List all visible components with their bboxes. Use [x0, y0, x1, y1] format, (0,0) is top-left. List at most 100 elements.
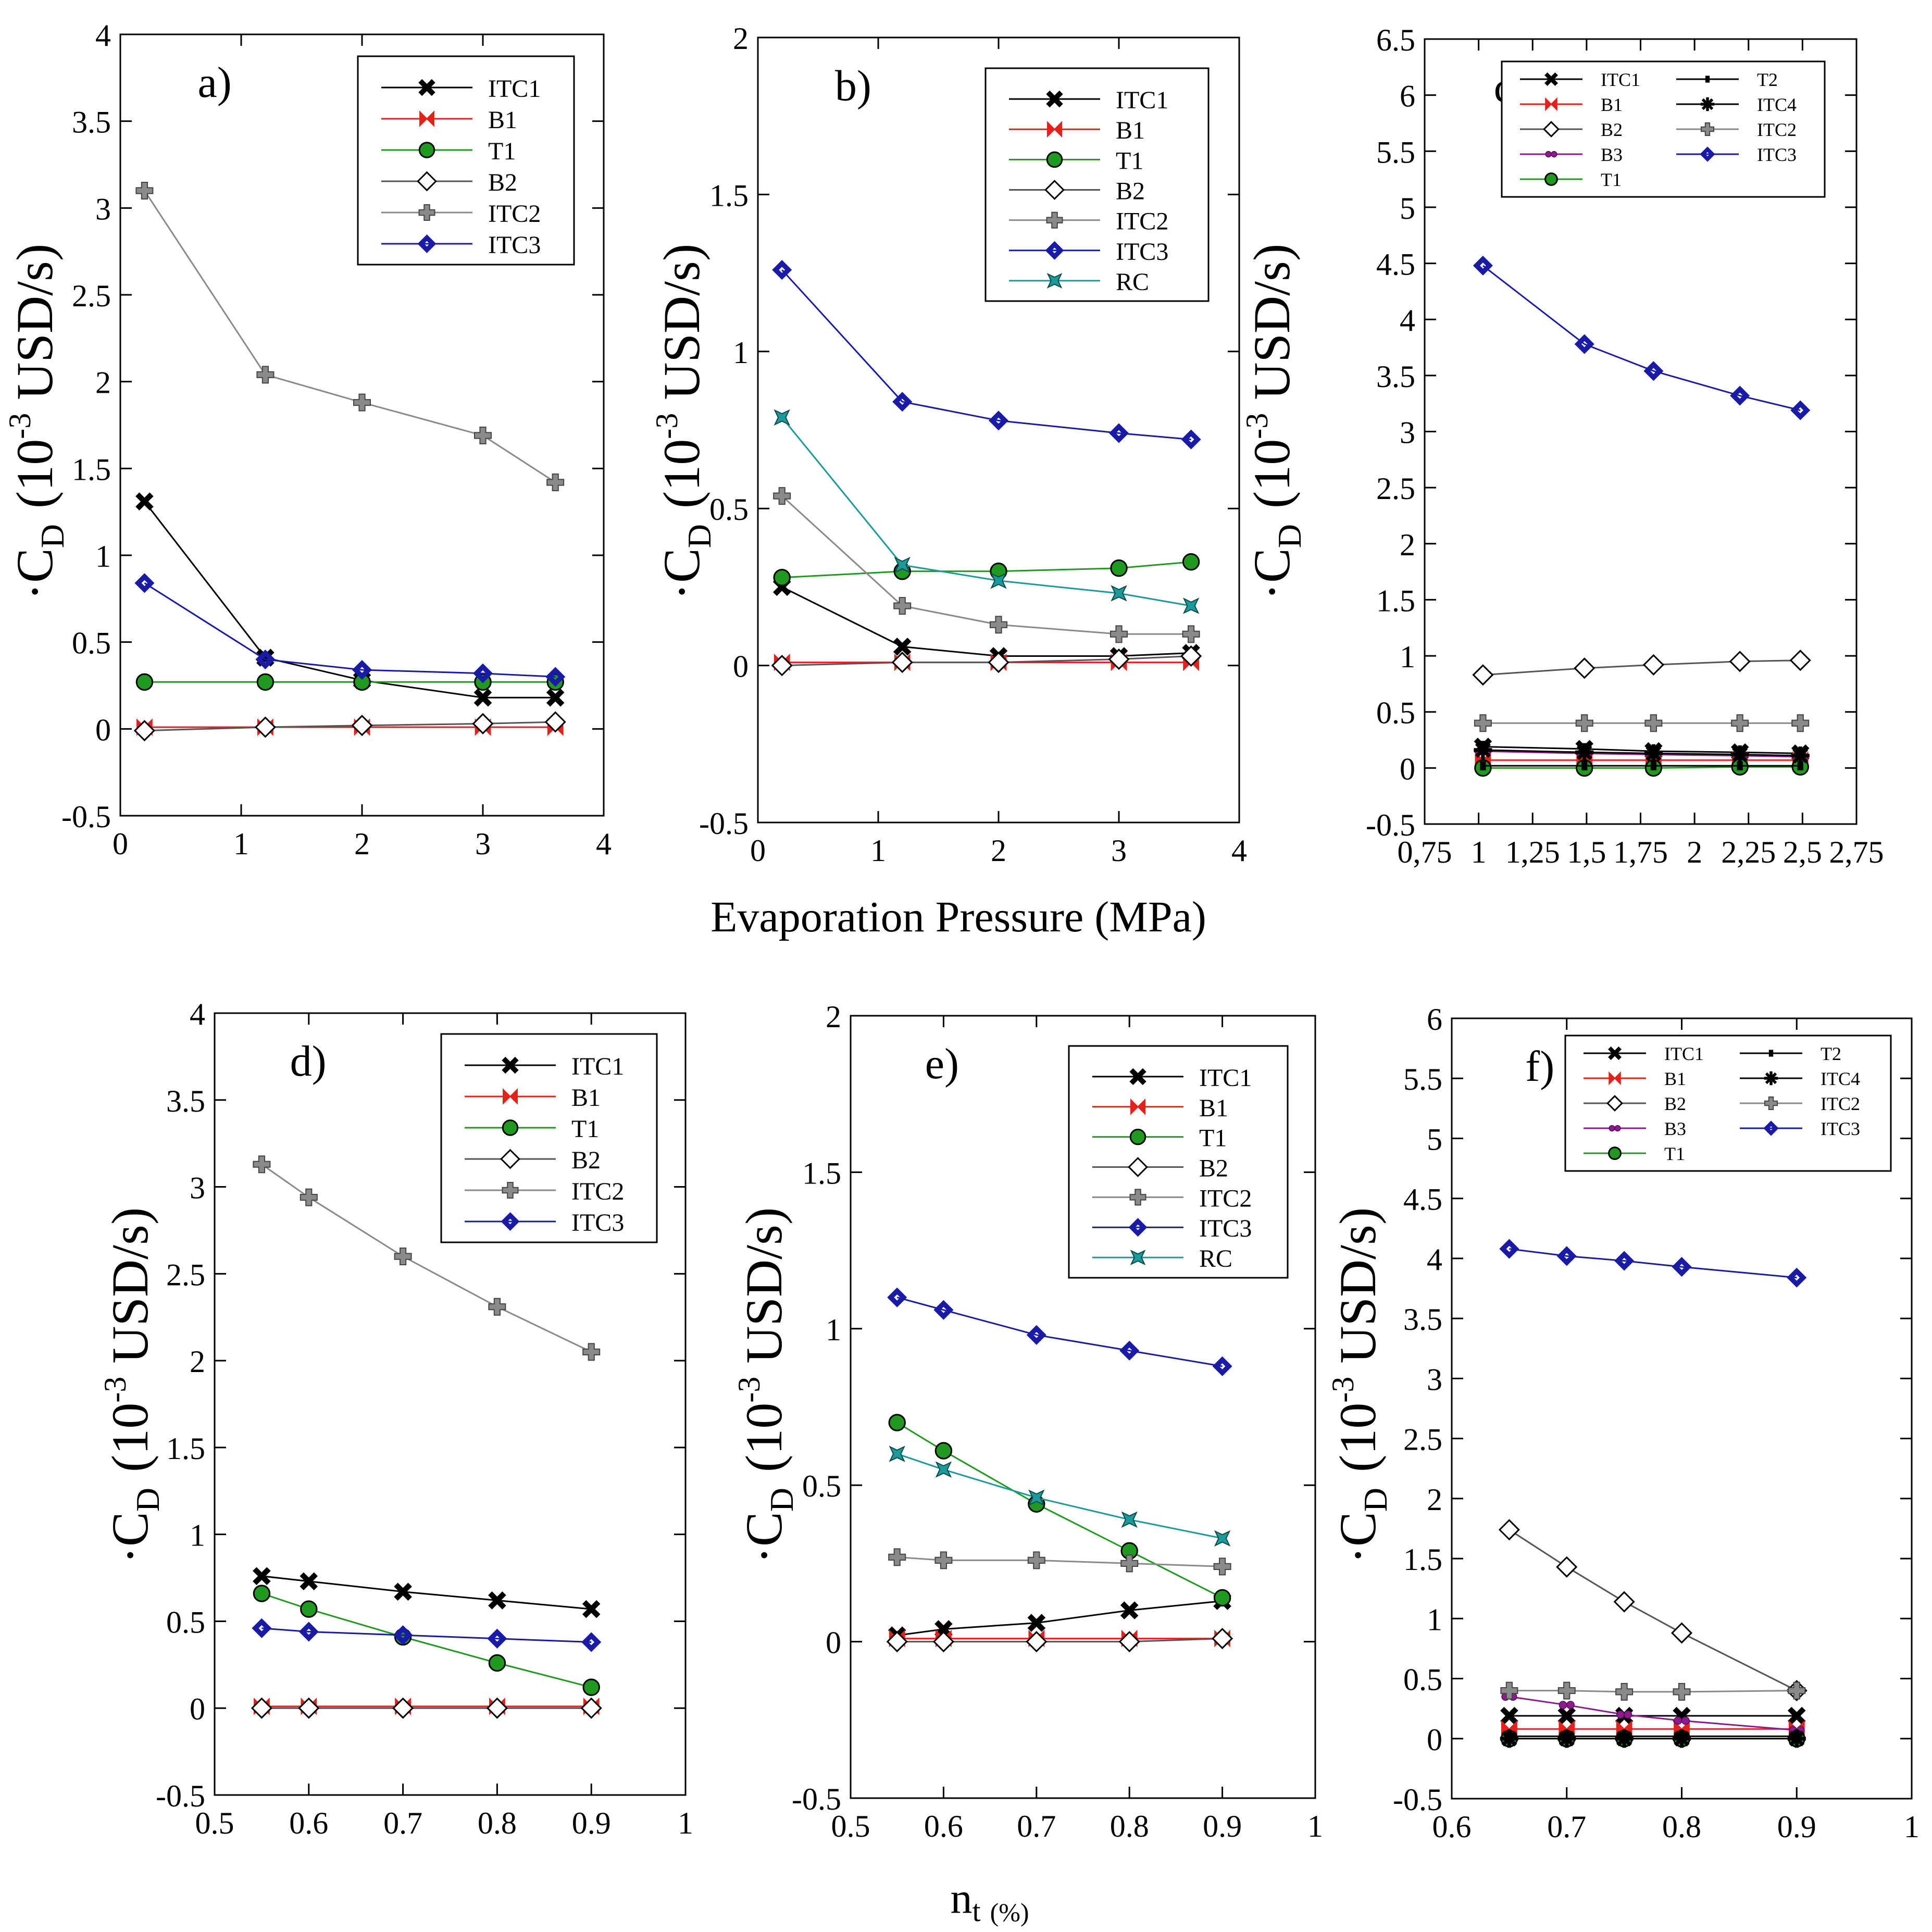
legend-label: RC	[1199, 1245, 1232, 1273]
point-itc2	[1110, 625, 1128, 643]
legend-marker-rc	[1130, 1250, 1146, 1265]
x-tick-label: 0	[750, 833, 766, 868]
legend-label: ITC3	[1116, 238, 1168, 266]
point-itc2	[1791, 714, 1810, 732]
x-tick-label: 0.7	[383, 1806, 422, 1840]
legend-marker-itc2	[418, 204, 435, 221]
ylabel-sub: D	[129, 1488, 166, 1512]
ylabel-sub: D	[1357, 1488, 1394, 1512]
y-tick-label: 4	[95, 18, 111, 53]
legend-marker-b2	[1044, 180, 1065, 200]
point-b2	[1026, 1631, 1048, 1653]
point-itc2	[1575, 714, 1593, 732]
y-tick-label: -0.5	[1393, 1783, 1442, 1817]
legend-marker-itc2	[1764, 1096, 1778, 1110]
point-itc4	[1791, 746, 1810, 765]
legend-marker-t1	[1046, 151, 1063, 168]
series-itc3	[252, 1618, 602, 1652]
y-tick-label: 0.5	[1403, 1663, 1442, 1697]
point-itc1	[1787, 1706, 1806, 1725]
legend-marker-b1	[1047, 121, 1062, 138]
legend-label: ITC1	[1601, 69, 1640, 90]
point-t1	[582, 1678, 600, 1696]
legend-marker-t2	[1768, 1050, 1774, 1057]
legend-marker-itc1	[1608, 1046, 1622, 1060]
series-itc1	[1474, 738, 1810, 763]
y-tick-label: 5.5	[1403, 1062, 1442, 1096]
legend-marker-itc3	[1045, 241, 1064, 260]
plot-frame	[850, 1015, 1316, 1799]
point-t1	[1110, 559, 1128, 577]
x-tick-label: 0.9	[1203, 1809, 1242, 1843]
ylabel-prefix: ·C	[6, 548, 64, 600]
point-b2	[1556, 1556, 1578, 1578]
point-itc4	[1557, 1729, 1576, 1748]
svg-text:·CD(10-3 USD/s): ·CD (10-3 USD/s)	[650, 244, 718, 601]
legend: ITC1 B1 T1 B2 ITC2 ITC3	[440, 1033, 658, 1243]
x-tick-label: 0.7	[1547, 1810, 1586, 1844]
panel-c: -0.5 0 0.5 1 1.5 2 2.5 3 3.5 4 4.5 5 5.5 6 6.5 0,75 1 1,2…	[1366, 23, 1884, 869]
legend-marker-itc2	[1701, 122, 1714, 136]
legend-label: B2	[571, 1146, 601, 1174]
point-b2	[544, 711, 566, 733]
y-tick-label: 1	[733, 335, 749, 370]
legend-marker-itc4	[1764, 1071, 1778, 1086]
legend-label: ITC3	[1821, 1118, 1860, 1139]
legend-marker-b1	[419, 110, 434, 127]
y-tick-label: 6	[1400, 79, 1415, 114]
point-itc3	[892, 392, 913, 412]
y-tick-label: 2	[826, 1000, 841, 1034]
series-b2	[771, 645, 1202, 677]
y-tick-label: 2	[1427, 1482, 1442, 1517]
point-b2	[580, 1697, 602, 1719]
legend-label: T1	[1116, 147, 1143, 174]
legend-label: T1	[571, 1115, 599, 1143]
point-t1	[135, 673, 154, 691]
legend-label: ITC2	[1757, 119, 1797, 140]
point-t2	[1737, 761, 1743, 770]
series-line-itc2	[1509, 1690, 1797, 1693]
xlabel-unit: (%)	[990, 1898, 1029, 1927]
y-tick-label: -0.5	[1366, 808, 1415, 842]
y-axis-label-c: ·CD (10-3 USD/s)	[1240, 244, 1308, 601]
svg-text:·CD(10-3 USD/s): ·CD (10-3 USD/s)	[1326, 1207, 1394, 1564]
legend-label: T1	[488, 138, 516, 165]
point-itc3	[1181, 429, 1201, 450]
x-tick-label: 4	[1231, 833, 1247, 868]
y-tick-label: 0	[95, 713, 111, 747]
point-itc2	[353, 393, 371, 412]
x-tick-label: 0.6	[1432, 1810, 1472, 1844]
point-itc1	[300, 1572, 318, 1591]
ylabel-prefix: ·C	[1243, 548, 1301, 600]
ylabel-rest: USD/s)	[1243, 244, 1301, 413]
legend-marker-t1	[1544, 172, 1558, 186]
y-tick-label: 4	[190, 997, 205, 1031]
y-tick-label: 4	[1427, 1242, 1442, 1277]
y-tick-label: 4.5	[1376, 247, 1415, 282]
legend-label: ITC4	[1821, 1068, 1860, 1089]
y-tick-label: 3.5	[72, 105, 111, 140]
series-line-itc3	[1509, 1248, 1797, 1279]
y-tick-label: 5	[1400, 191, 1415, 226]
y-tick-label: 3	[190, 1171, 205, 1205]
point-itc3	[1026, 1325, 1046, 1345]
series-t1	[1474, 758, 1809, 777]
y-tick-label: 3	[1400, 416, 1415, 450]
point-itc2	[1557, 1681, 1576, 1700]
series-t1	[135, 673, 564, 691]
y-axis-label-e: ·CD (10-3 USD/s)	[732, 1207, 800, 1564]
point-itc3	[134, 573, 155, 593]
x-tick-label: 1	[1307, 1809, 1323, 1843]
series-itc2	[135, 182, 565, 491]
series-line-rc	[781, 417, 1191, 607]
legend-marker-itc3	[417, 234, 437, 253]
point-t1	[253, 1585, 271, 1602]
x-tick-label: 0,75	[1398, 835, 1452, 869]
legend-label: B3	[1664, 1118, 1686, 1139]
series-line-itc3	[144, 582, 556, 678]
point-itc2	[135, 182, 154, 200]
point-itc2	[1027, 1551, 1045, 1569]
point-rc	[990, 572, 1007, 589]
